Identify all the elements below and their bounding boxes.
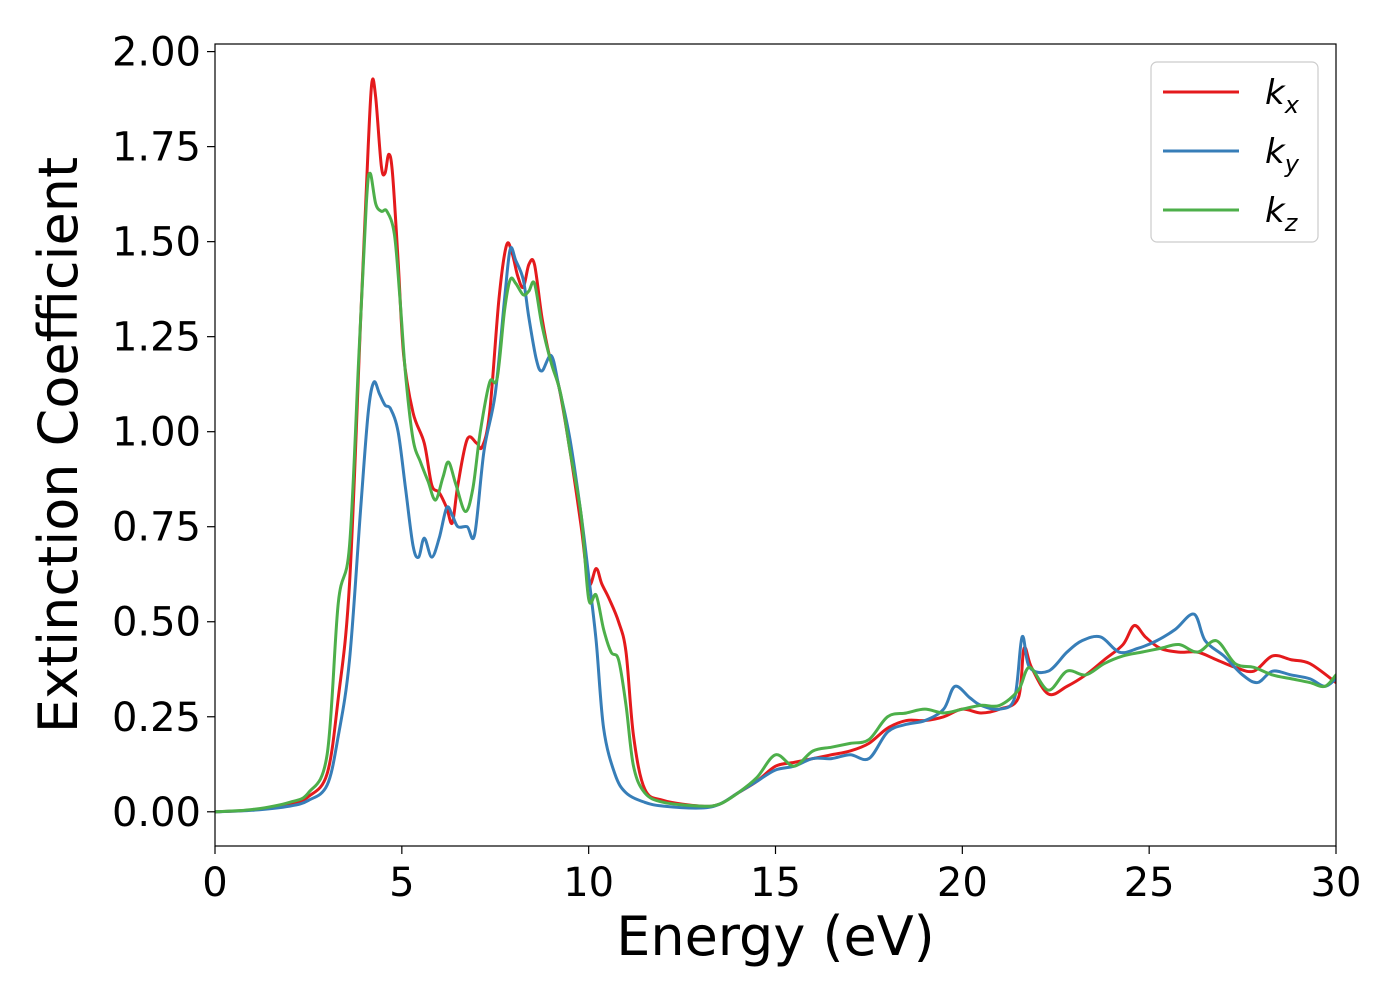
x-tick-label: 25: [1124, 860, 1175, 906]
y-tick-label: 1.75: [112, 125, 201, 171]
legend-label-z: kz: [1265, 191, 1299, 237]
y-tick-label: 0.25: [112, 695, 201, 741]
y-tick-label: 2.00: [112, 30, 201, 76]
tick-layer: 0 5 10 15 20 25 30 0.00 0.25 0.50 0.75 1.00 1.25 1.50…: [112, 30, 1362, 906]
x-tick-label: 30: [1311, 860, 1362, 906]
y-tick-label: 1.50: [112, 220, 201, 266]
y-tick-label: 0.75: [112, 505, 201, 551]
x-tick-label: 5: [389, 860, 414, 906]
series-line-z: [215, 171, 1336, 814]
x-tick-label: 0: [202, 860, 227, 906]
series-line-x: [215, 77, 1336, 814]
y-tick-label: 1.25: [112, 315, 201, 361]
x-tick-label: 10: [563, 860, 614, 906]
series-layer: [215, 77, 1336, 814]
legend-label-x: kx: [1265, 73, 1300, 119]
series-line-y: [215, 246, 1336, 814]
x-axis-title: Energy (eV): [616, 905, 935, 968]
x-tick-label: 20: [937, 860, 988, 906]
legend-label-y: ky: [1265, 132, 1300, 178]
y-tick-label: 0.00: [112, 790, 201, 836]
y-axis-title: Extinction Coefficient: [27, 157, 90, 733]
legend: kx ky kz: [1150, 61, 1319, 243]
x-tick-label: 15: [750, 860, 801, 906]
y-tick-label: 1.00: [112, 410, 201, 456]
y-tick-label: 0.50: [112, 600, 201, 646]
